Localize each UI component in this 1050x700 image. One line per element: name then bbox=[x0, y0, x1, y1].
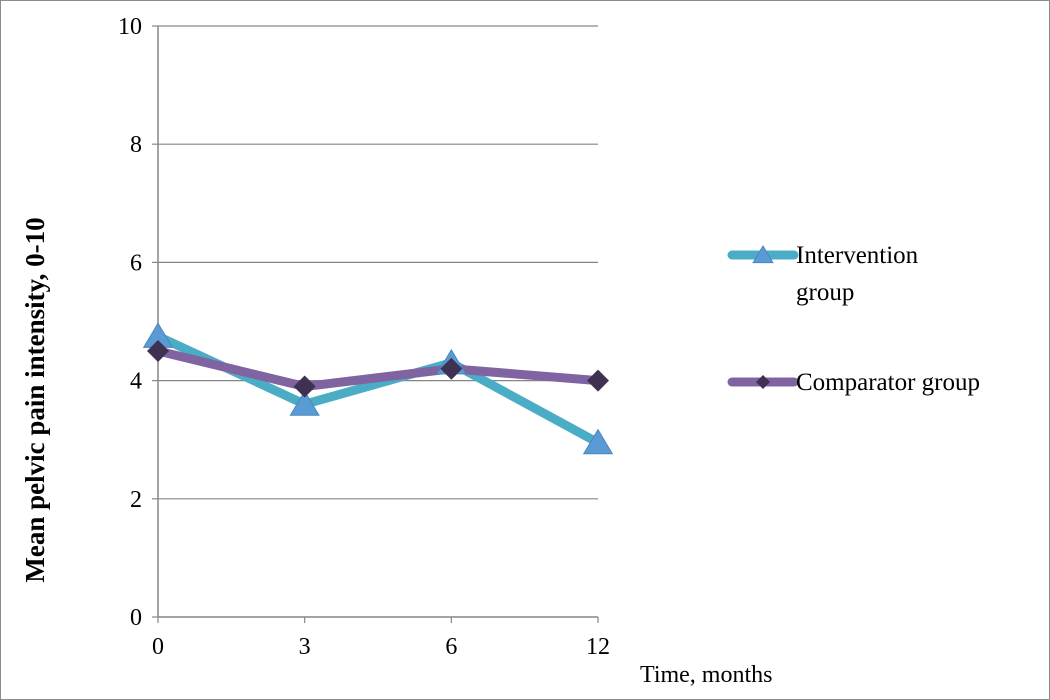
series-line-0 bbox=[153, 331, 603, 448]
y-tick-label: 2 bbox=[130, 487, 142, 513]
x-tick-label: 0 bbox=[152, 634, 164, 660]
x-axis-title: Time, months bbox=[640, 662, 772, 688]
data-point bbox=[582, 428, 614, 455]
x-tick-label: 3 bbox=[299, 634, 311, 660]
legend-marker-0 bbox=[752, 245, 774, 264]
axes bbox=[157, 26, 598, 618]
legend-label: Intervention bbox=[796, 242, 919, 269]
x-tick-label: 12 bbox=[586, 634, 610, 660]
x-tick-labels: 0 3 6 12 bbox=[152, 634, 610, 660]
legend-label: group bbox=[796, 279, 854, 306]
gridlines bbox=[152, 25, 599, 623]
data-point bbox=[147, 340, 169, 363]
x-tick-label: 6 bbox=[445, 634, 457, 660]
y-tick-label: 8 bbox=[130, 132, 142, 158]
y-axis-title: Mean pelvic pain intensity, 0-10 bbox=[20, 217, 50, 582]
y-tick-label: 0 bbox=[130, 605, 142, 631]
y-tick-label: 4 bbox=[130, 369, 142, 395]
legend-label: Comparator group bbox=[796, 369, 980, 396]
data-point bbox=[289, 390, 320, 416]
legend: Intervention group Comparator group bbox=[727, 242, 980, 396]
data-point bbox=[293, 375, 316, 398]
series-line-1 bbox=[153, 346, 603, 392]
legend-marker-1 bbox=[756, 375, 770, 389]
y-tick-labels: 0 2 4 6 8 10 bbox=[118, 14, 142, 631]
series-layer bbox=[142, 322, 614, 455]
data-point bbox=[587, 369, 609, 392]
y-tick-label: 10 bbox=[118, 14, 142, 40]
y-tick-label: 6 bbox=[130, 250, 142, 276]
data-point bbox=[440, 357, 463, 380]
